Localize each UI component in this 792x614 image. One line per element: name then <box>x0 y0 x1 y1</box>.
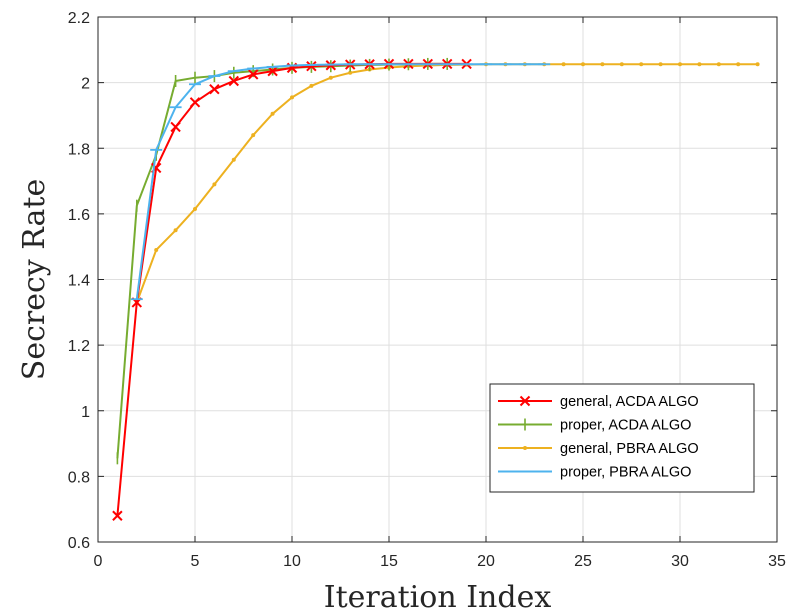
y-tick-label: 2.2 <box>68 10 90 27</box>
legend: general, ACDA ALGO proper, ACDA ALGO gener… <box>489 383 755 493</box>
legend-item: general, PBRA ALGO <box>498 441 699 457</box>
series-layer <box>112 57 760 521</box>
y-tick-label: 1.8 <box>68 141 90 158</box>
x-tick-label: 25 <box>574 553 592 570</box>
data-point <box>189 97 201 108</box>
x-axis-title: Iteration Index <box>324 580 552 614</box>
data-point <box>173 228 178 233</box>
x-tick-label: 10 <box>283 553 301 570</box>
x-tick-label: 0 <box>94 553 103 570</box>
legend-item: general, ACDA ALGO <box>498 394 699 410</box>
data-point <box>619 62 624 67</box>
legend-label: general, ACDA ALGO <box>560 394 699 410</box>
data-point <box>170 121 181 133</box>
y-tick-label: 2 <box>81 76 90 93</box>
data-point <box>112 510 123 521</box>
data-point <box>716 62 721 67</box>
legend-label: proper, ACDA ALGO <box>560 418 691 434</box>
legend-marker <box>519 395 531 407</box>
data-point <box>193 206 197 211</box>
data-point <box>561 62 566 67</box>
data-point <box>581 62 585 67</box>
x-tick-label: 35 <box>768 553 786 570</box>
data-point <box>209 83 220 95</box>
legend-item: proper, PBRA ALGO <box>498 465 691 481</box>
y-tick-label: 1.6 <box>68 207 90 224</box>
data-point <box>247 69 259 80</box>
y-tick-label: 1 <box>81 404 90 421</box>
data-point <box>697 62 702 67</box>
x-tick-label: 30 <box>671 553 689 570</box>
series-3 <box>130 63 551 301</box>
y-tick-label: 1.4 <box>68 273 90 290</box>
ticks: 0 5 10 15 20 25 30 35 0.6 0.8 1 1.2 1.4 1.6 1.8 2 2.2 <box>68 10 786 570</box>
data-point <box>251 133 256 138</box>
data-point <box>736 62 741 67</box>
data-point <box>658 62 663 67</box>
data-point <box>678 62 682 67</box>
legend-label: proper, PBRA ALGO <box>560 465 691 481</box>
data-point <box>348 70 353 75</box>
data-point <box>154 247 159 252</box>
data-point <box>212 182 217 187</box>
x-tick-label: 5 <box>191 553 200 570</box>
x-tick-label: 20 <box>477 553 495 570</box>
x-tick-label: 15 <box>380 553 398 570</box>
y-tick-label: 0.8 <box>68 469 90 486</box>
data-point <box>306 61 317 72</box>
data-point <box>639 62 644 67</box>
legend-marker <box>523 446 527 450</box>
data-point <box>309 83 314 88</box>
series-line <box>135 63 545 300</box>
data-point <box>228 75 240 87</box>
y-tick-label: 1.2 <box>68 338 90 355</box>
data-point <box>290 95 294 100</box>
data-point <box>231 157 236 162</box>
data-point <box>328 75 333 80</box>
y-axis-title: Secrecy Rate <box>17 179 52 380</box>
data-point <box>270 111 275 116</box>
y-tick-label: 0.6 <box>68 535 90 552</box>
data-point <box>755 62 760 67</box>
legend-label: general, PBRA ALGO <box>560 441 699 457</box>
data-point <box>267 65 278 77</box>
grid <box>98 17 777 542</box>
legend-item: proper, ACDA ALGO <box>498 418 691 434</box>
data-point <box>600 62 605 67</box>
